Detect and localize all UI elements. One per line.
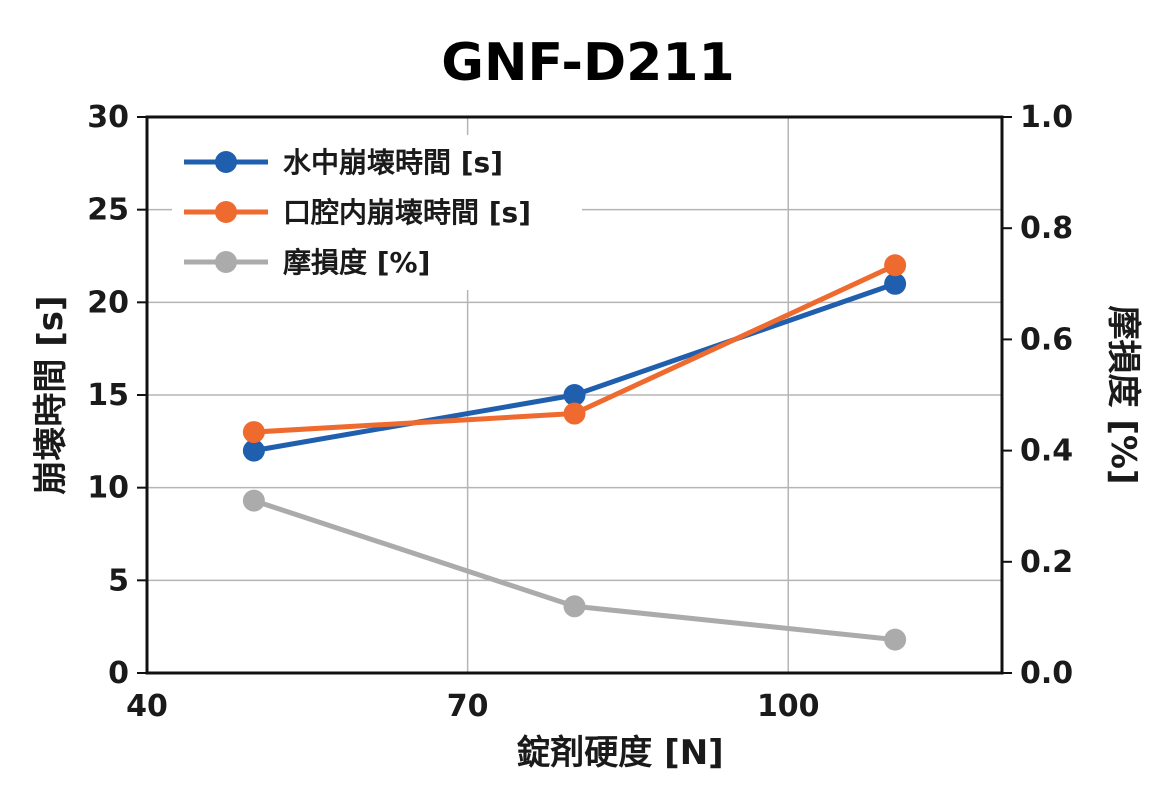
x-axis-ticks: 40 70 100 [126, 689, 819, 724]
y-right-tick-label: 0.6 [1020, 322, 1073, 357]
data-point [884, 254, 907, 277]
legend-item: 水中崩壊時間 [s] [184, 146, 503, 179]
x-tick-label: 70 [447, 689, 489, 724]
y-right-tick-label: 0.0 [1020, 656, 1073, 691]
y-left-tick-label: 25 [87, 193, 129, 228]
y-left-tick-label: 5 [108, 563, 129, 598]
data-point [242, 489, 265, 512]
legend-label: 口腔内崩壊時間 [s] [283, 196, 531, 229]
data-point [884, 272, 907, 295]
y-axis-right-label: 摩損度 [%] [1103, 306, 1143, 485]
y-right-tick-label: 1.0 [1020, 100, 1073, 135]
y-left-tick-label: 0 [108, 656, 129, 691]
y-right-tick-label: 0.8 [1020, 211, 1073, 246]
chart-title: GNF-D211 [441, 33, 734, 93]
y-left-tick-label: 20 [87, 285, 129, 320]
y-axis-right-ticks: 0.0 0.2 0.4 0.6 0.8 1.0 [1002, 100, 1073, 691]
series-layer [242, 254, 907, 651]
x-tick-label: 100 [757, 689, 820, 724]
x-axis-label: 錠剤硬度 [N] [516, 733, 723, 773]
legend-label: 水中崩壊時間 [s] [283, 146, 503, 179]
legend-item: 摩損度 [%] [184, 246, 430, 279]
y-left-tick-label: 10 [87, 471, 129, 506]
legend-swatch-marker [215, 251, 237, 273]
x-tick-label: 40 [126, 689, 168, 724]
legend-item: 口腔内崩壊時間 [s] [184, 196, 531, 229]
data-point [563, 384, 586, 406]
legend-swatch-marker [215, 201, 237, 223]
legend-swatch-marker [215, 151, 237, 173]
y-axis-left-label: 崩壊時間 [s] [31, 295, 71, 494]
legend-label: 摩損度 [%] [283, 246, 430, 279]
y-right-tick-label: 0.4 [1020, 434, 1073, 469]
y-axis-left-ticks: 0 5 10 15 20 25 30 [87, 100, 147, 691]
series-2 [242, 489, 907, 651]
data-point [242, 439, 265, 462]
y-right-tick-label: 0.2 [1020, 545, 1073, 580]
data-point [563, 595, 586, 618]
data-point [242, 421, 265, 444]
y-left-tick-label: 30 [87, 100, 129, 135]
data-point [563, 402, 586, 425]
series-line [253, 498, 896, 643]
y-left-tick-label: 15 [87, 378, 129, 413]
data-point [884, 628, 907, 651]
series-1 [242, 254, 907, 444]
series-0 [242, 272, 907, 462]
legend: 水中崩壊時間 [s] 口腔内崩壊時間 [s] 摩損度 [%] [184, 146, 531, 279]
